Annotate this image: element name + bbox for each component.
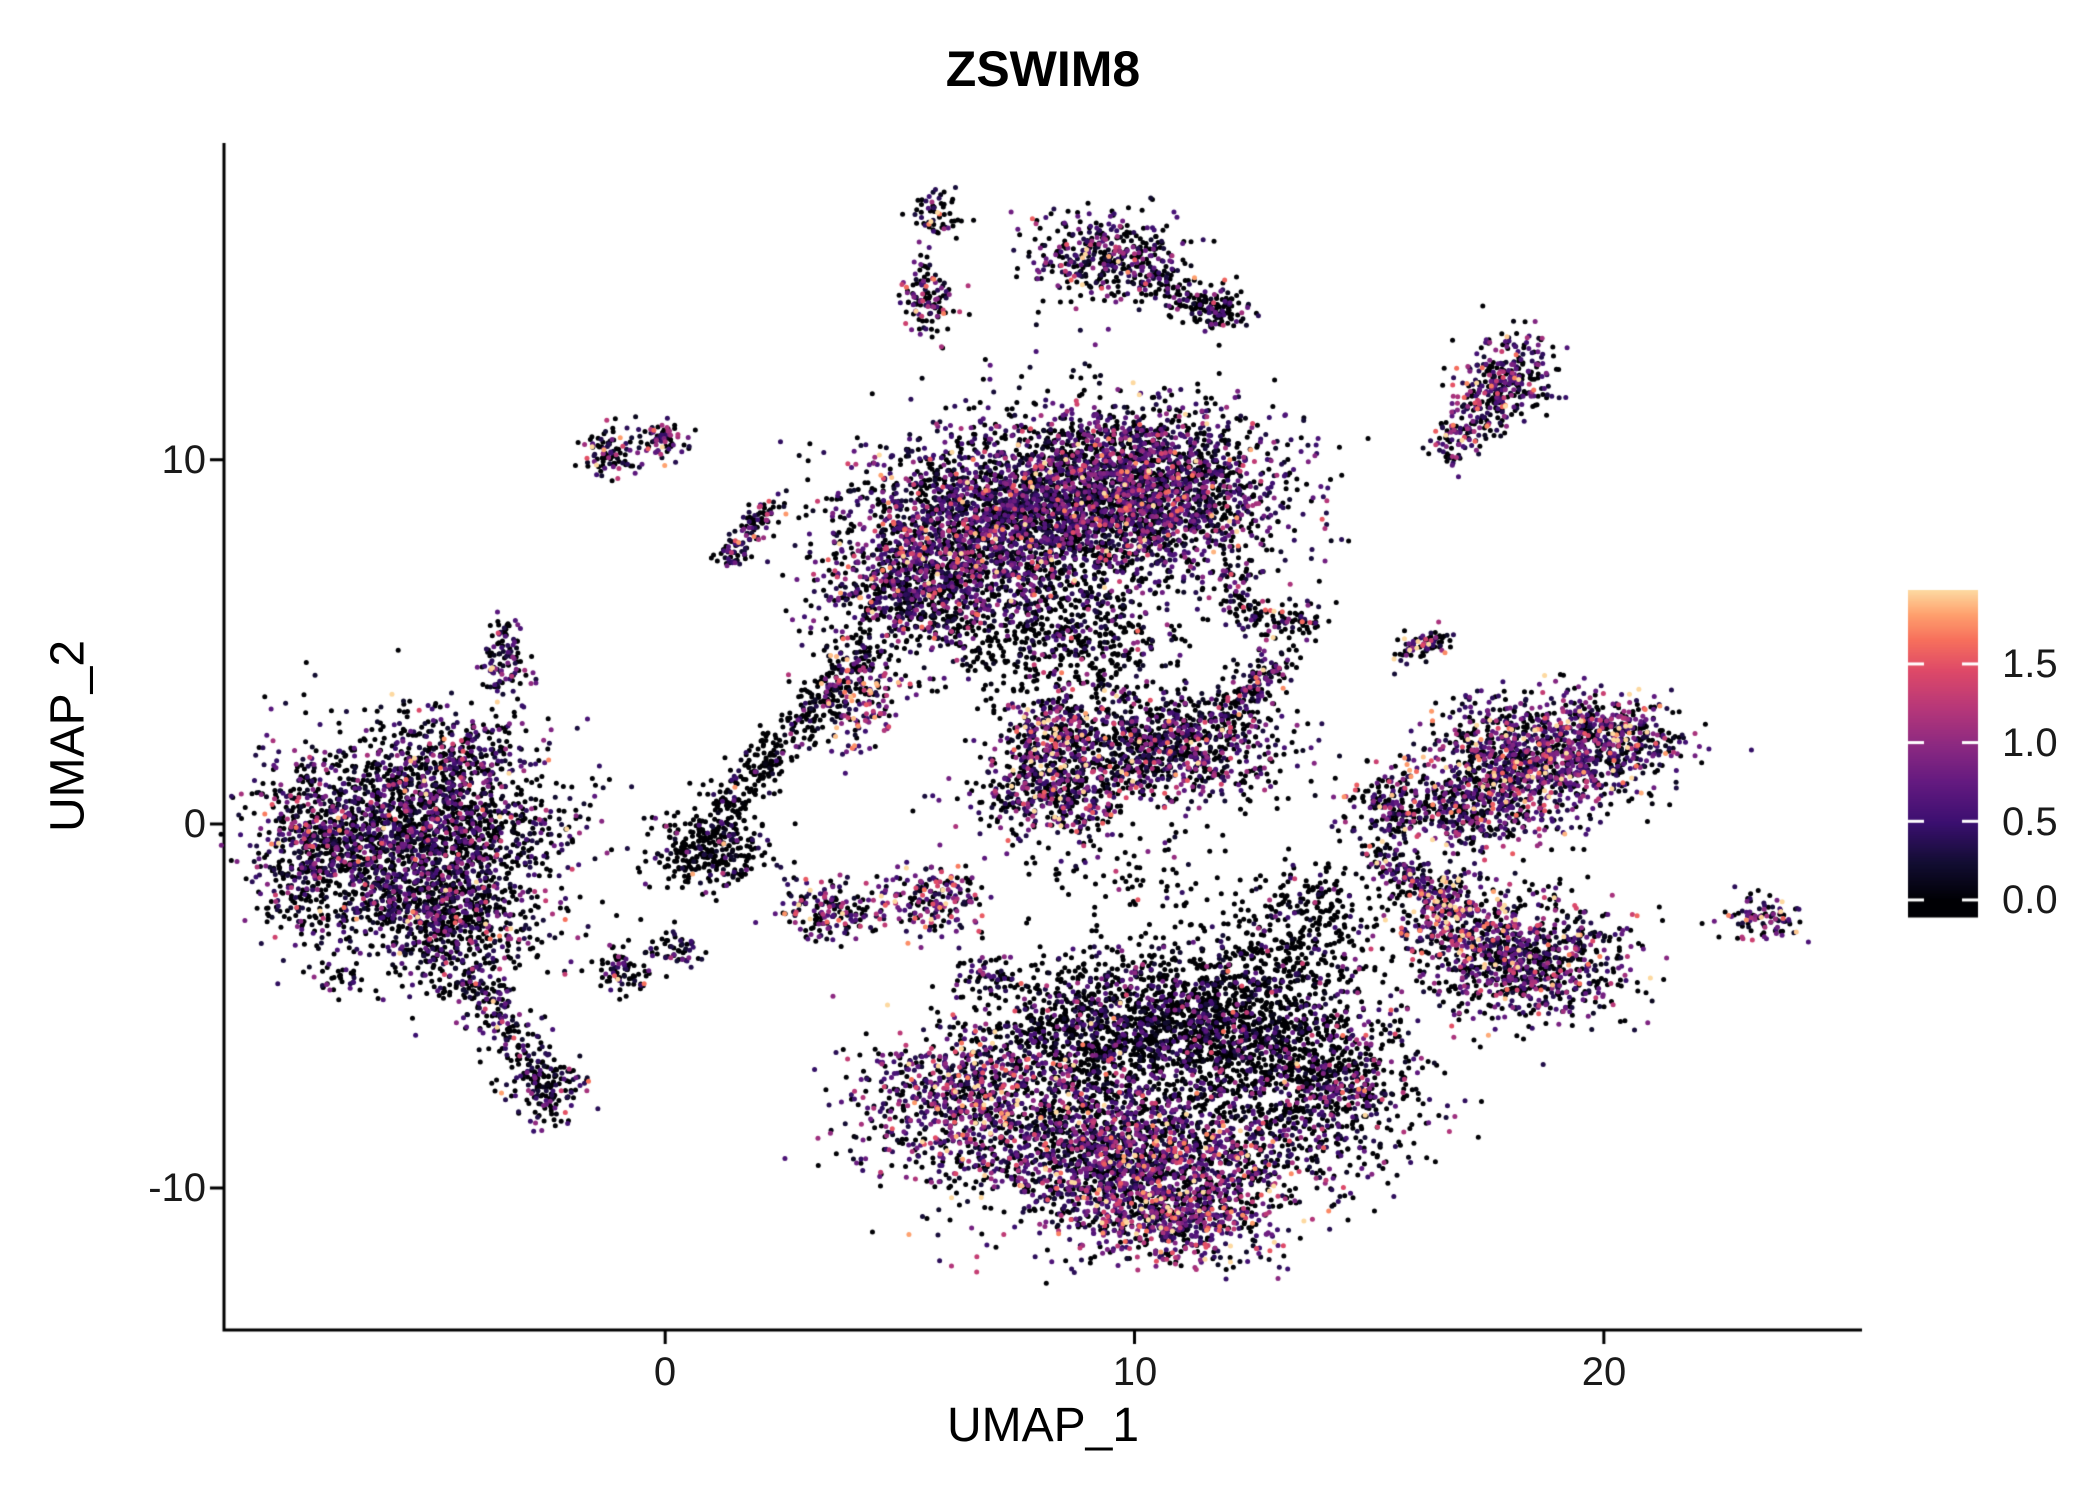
chart-title: ZSWIM8 bbox=[945, 41, 1141, 97]
colorbar-tick-label: 1.0 bbox=[2002, 721, 2058, 765]
y-tick-label: 10 bbox=[161, 438, 207, 482]
colorbar-tick-label: 0.0 bbox=[2002, 878, 2058, 922]
colorbar-tick-label: 0.5 bbox=[2002, 800, 2058, 844]
y-tick-label: 0 bbox=[183, 802, 206, 846]
colorbar-tick-label: 1.5 bbox=[2002, 642, 2058, 686]
x-axis-label: UMAP_1 bbox=[946, 1399, 1140, 1452]
x-tick-label: 0 bbox=[653, 1350, 677, 1394]
y-tick-label: -10 bbox=[148, 1166, 206, 1210]
x-tick-label: 10 bbox=[1112, 1350, 1158, 1394]
x-tick-label: 20 bbox=[1581, 1350, 1627, 1394]
